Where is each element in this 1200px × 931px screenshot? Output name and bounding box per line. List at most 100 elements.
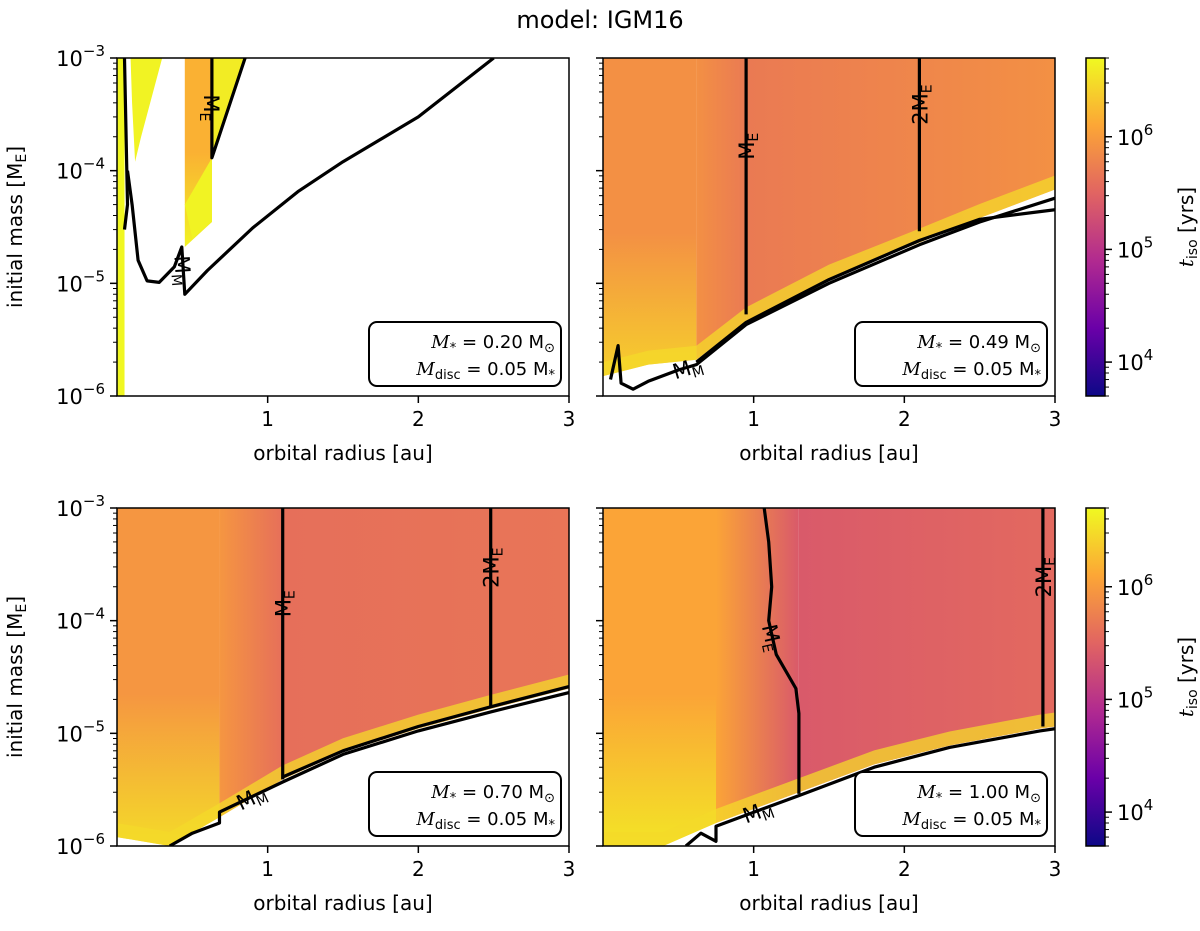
y-tick-label: 10−3 (56, 42, 105, 71)
stellar-mass-label: M* = 0.49 M⊙ (916, 332, 1041, 356)
disc-mass-label: Mdisc = 0.05 M* (415, 809, 555, 833)
colorbar-2: 104 105 106 tiso [yrs] (1085, 507, 1200, 847)
y-tick-label: 10−5 (56, 717, 105, 746)
disc-mass-label: Mdisc = 0.05 M* (901, 809, 1041, 833)
y-axis-label: initial mass [ME] (3, 596, 30, 758)
contour-line (684, 727, 1055, 846)
contour-label-text: 2ME (1032, 557, 1059, 597)
contour-label: 2ME (1032, 557, 1059, 597)
x-tick-label: 3 (563, 407, 576, 431)
parameter-box: M* = 0.20 M⊙ Mdisc = 0.05 M* (368, 321, 562, 387)
contour-label-text: ME (196, 94, 223, 121)
colorbar-gradient (1085, 57, 1106, 397)
heatmap-wedge (130, 58, 163, 162)
x-tick-label: 1 (261, 857, 274, 881)
heatmap-rim (603, 175, 1055, 377)
parameter-box: M* = 1.00 M⊙ Mdisc = 0.05 M* (854, 771, 1048, 837)
figure-title: model: IGM16 (516, 6, 683, 34)
x-tick-label: 1 (261, 407, 274, 431)
contour-label-text: MM (166, 255, 195, 287)
parameter-box-frame (368, 771, 562, 837)
x-tick-label: 3 (1049, 857, 1062, 881)
x-tick-label: 2 (412, 407, 425, 431)
stellar-mass-label: M* = 1.00 M⊙ (916, 782, 1041, 806)
contour-label: 2ME (480, 548, 507, 588)
x-tick-label: 2 (898, 857, 911, 881)
stellar-mass-label: M* = 0.70 M⊙ (430, 782, 555, 806)
contour-label: MM (670, 356, 707, 384)
x-tick-label: 2 (412, 857, 425, 881)
y-tick-label: 10−4 (56, 155, 105, 184)
colorbar-tick-label: 104 (1117, 346, 1153, 375)
heatmap-wedge (184, 157, 212, 239)
contour-label: ME (272, 590, 299, 617)
axes-frame (602, 57, 1056, 397)
x-tick-label: 1 (747, 857, 760, 881)
parameter-box-frame (368, 321, 562, 387)
x-axis-label: orbital radius [au] (739, 441, 918, 465)
colorbar-tick-label: 106 (1117, 571, 1153, 600)
contour-line (695, 208, 1055, 364)
contour-label-text: 2ME (480, 548, 507, 588)
parameter-box-frame (854, 771, 1048, 837)
heatmap-region-inner (603, 508, 716, 846)
axes-frame (116, 507, 570, 847)
heatmap-rim (603, 712, 1055, 846)
colorbar-tick-label: 104 (1117, 796, 1153, 825)
plot-area: ME 2ME MM (603, 58, 1055, 396)
contour-line (168, 691, 569, 846)
disc-mass-label: Mdisc = 0.05 M* (415, 359, 555, 383)
heatmap-region-middle (219, 508, 283, 818)
y-tick-label: 10−3 (56, 492, 105, 521)
parameter-box: M* = 0.70 M⊙ Mdisc = 0.05 M* (368, 771, 562, 837)
heatmap-region-outer (798, 508, 1055, 793)
heatmap-region-outer (282, 508, 569, 780)
y-tick-label: 10−6 (56, 830, 105, 859)
contour-line (125, 58, 495, 296)
y-axis-label: initial mass [ME] (3, 146, 30, 308)
x-axis-label: orbital radius [au] (253, 441, 432, 465)
x-tick-label: 3 (563, 857, 576, 881)
axes-frame (116, 57, 570, 397)
y-tick-label: 10−5 (56, 267, 105, 296)
colorbar-tick-label: 105 (1117, 233, 1153, 262)
parameter-box-frame (854, 321, 1048, 387)
colorbar-tick-label: 105 (1117, 683, 1153, 712)
panel-2: ME 2ME MM 1 2 3 orbital radius [au] M* = 0.49 M… (596, 57, 1062, 465)
x-axis-label: orbital radius [au] (739, 891, 918, 915)
x-tick-label: 2 (898, 407, 911, 431)
contour-label: ME (735, 133, 762, 160)
contour-label-text: ME (754, 622, 786, 654)
contour-label: 2ME (908, 84, 935, 124)
axes-frame (602, 507, 1056, 847)
colorbar-tick-label: 106 (1117, 121, 1153, 150)
heatmap-region-inner (603, 58, 697, 377)
parameter-box: M* = 0.49 M⊙ Mdisc = 0.05 M* (854, 321, 1048, 387)
contour-label: ME (196, 94, 223, 121)
plot-area: ME 2ME MM (603, 508, 1059, 846)
contour-label-text: ME (735, 133, 762, 160)
panel-4: ME 2ME MM 1 2 3 orbital radius [au] M* = 1.00 M… (596, 507, 1062, 915)
disc-mass-label: Mdisc = 0.05 M* (901, 359, 1041, 383)
x-tick-label: 1 (747, 407, 760, 431)
plot-area: MM ME (117, 58, 569, 396)
heatmap-region-inner (117, 508, 220, 846)
x-tick-label: 3 (1049, 407, 1062, 431)
contour-label: MM (739, 800, 777, 829)
heatmap-edge-strip (117, 58, 125, 396)
colorbar-label: tiso [yrs] (1174, 637, 1200, 717)
contour-label-text: 2ME (908, 84, 935, 124)
heatmap-region-middle (716, 508, 799, 824)
heatmap-region-middle (696, 58, 747, 360)
contour-line (762, 508, 801, 794)
colorbar-1: 104 105 106 tiso [yrs] (1085, 57, 1200, 397)
heatmap-region-outer (746, 58, 1055, 322)
panel-1: MM ME 1 2 3 orbital radius [au] 10−3 10−4 10−5 10… (3, 42, 575, 465)
contour-line (608, 196, 1055, 391)
contour-line (122, 58, 130, 230)
colorbar-label: tiso [yrs] (1174, 187, 1200, 267)
colorbar-gradient (1085, 507, 1106, 847)
